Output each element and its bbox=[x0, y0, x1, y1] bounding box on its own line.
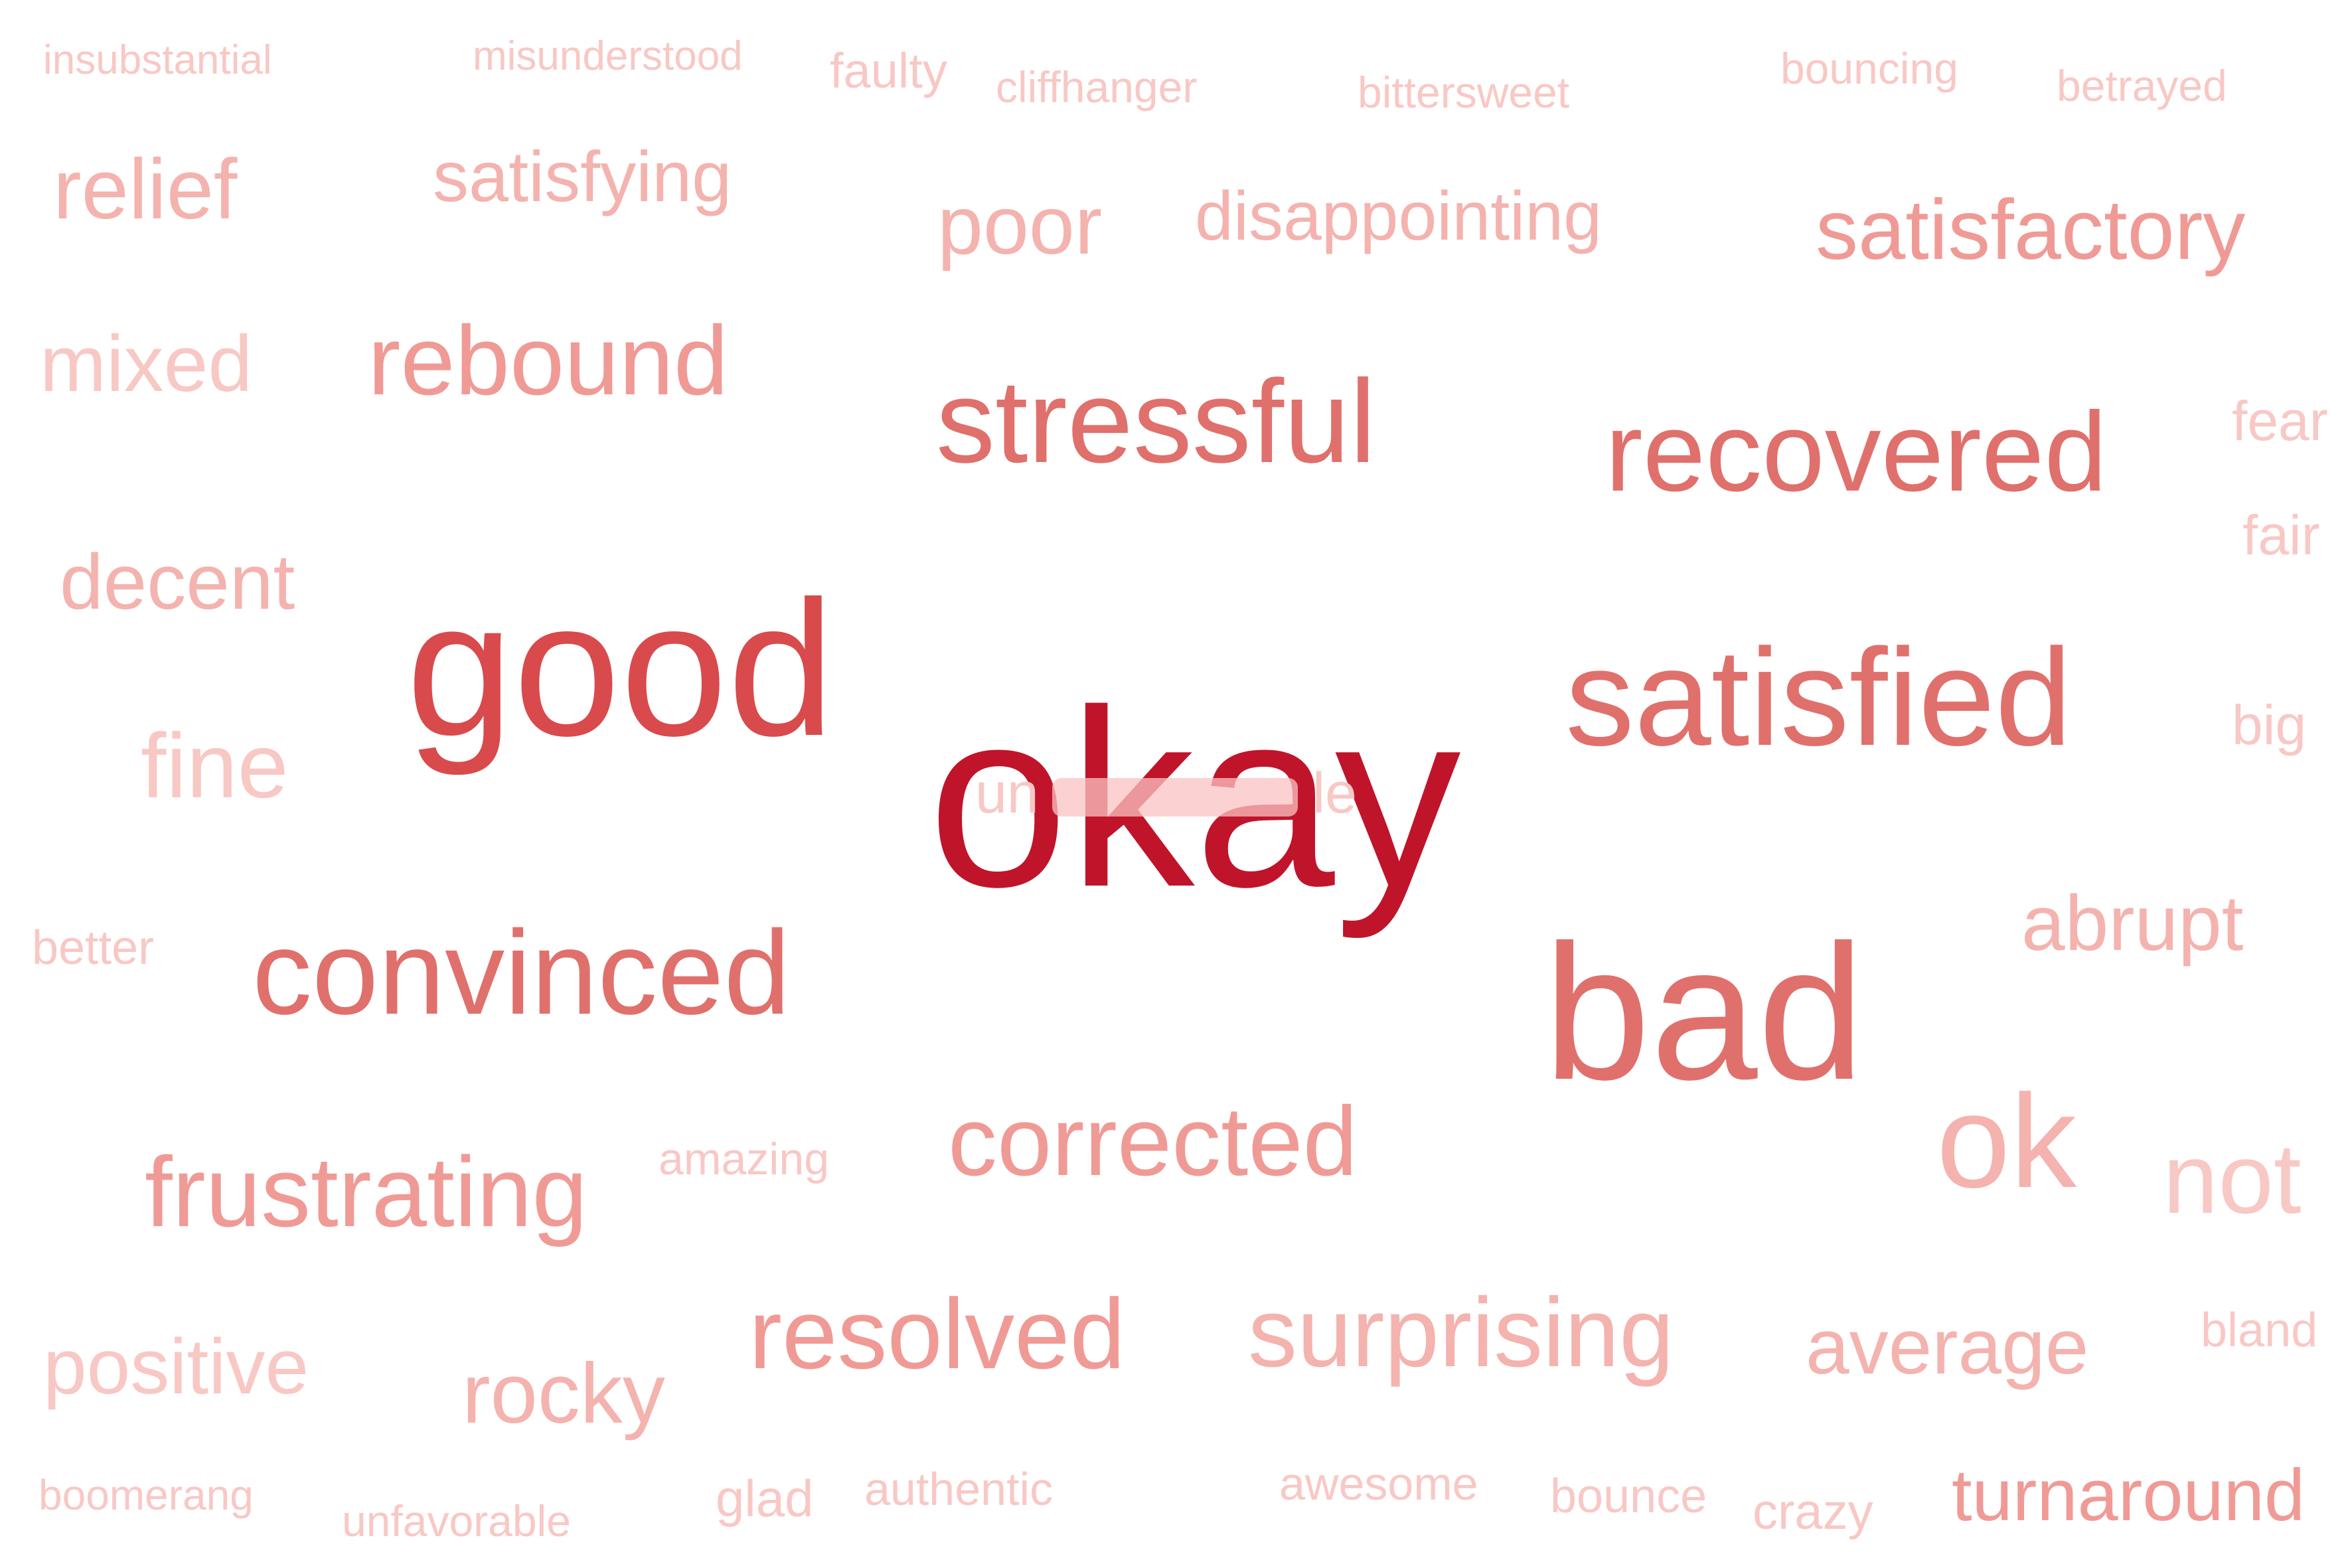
word-unfavorable: unfavorable bbox=[342, 1496, 571, 1545]
word-disappointing: disappointing bbox=[1195, 178, 1602, 255]
word-recovered: recovered bbox=[1605, 389, 2107, 515]
word-bad: bad bbox=[1543, 905, 1865, 1120]
word-fine: fine bbox=[141, 715, 289, 817]
word-mixed: mixed bbox=[40, 319, 253, 408]
word-bittersweet: bittersweet bbox=[1358, 68, 1570, 117]
word-bounce: bounce bbox=[1550, 1470, 1707, 1523]
word-insubstantial: insubstantial bbox=[43, 37, 272, 83]
word-faulty: faulty bbox=[830, 43, 947, 98]
word-frustrating: frustrating bbox=[145, 1136, 588, 1247]
word-decent: decent bbox=[60, 538, 295, 626]
word-poor: poor bbox=[937, 180, 1103, 272]
word-good: good bbox=[406, 561, 835, 776]
word-not: not bbox=[2163, 1123, 2302, 1234]
word-authentic: authentic bbox=[864, 1463, 1054, 1515]
word-satisfactory: satisfactory bbox=[1816, 183, 2246, 277]
word-fear: fear bbox=[2232, 390, 2328, 452]
word-turnaround: turnaround bbox=[1952, 1454, 2306, 1536]
word-abrupt: abrupt bbox=[2021, 880, 2244, 967]
word-bouncing: bouncing bbox=[1780, 44, 1958, 93]
word-better: better bbox=[32, 921, 155, 975]
word-big: big bbox=[2232, 694, 2307, 756]
word-fair: fair bbox=[2242, 504, 2320, 566]
word-rebound: rebound bbox=[368, 306, 729, 416]
word-relief: relief bbox=[53, 142, 238, 237]
word-bland: bland bbox=[2201, 1304, 2318, 1357]
word-satisfying: satisfying bbox=[433, 136, 732, 216]
cluster-smudge bbox=[1052, 778, 1298, 817]
word-resolved: resolved bbox=[749, 1278, 1125, 1389]
word-misunderstood: misunderstood bbox=[473, 33, 743, 79]
word-positive: positive bbox=[43, 1323, 309, 1411]
word-surprising: surprising bbox=[1248, 1278, 1674, 1387]
word-convinced: convinced bbox=[252, 906, 791, 1040]
word-crazy: crazy bbox=[1753, 1484, 1873, 1540]
word-stressful: stressful bbox=[936, 355, 1376, 487]
word-corrected: corrected bbox=[948, 1087, 1358, 1196]
word-rocky: rocky bbox=[462, 1346, 665, 1441]
word-betrayed: betrayed bbox=[2057, 61, 2227, 110]
word-ok: ok bbox=[1936, 1067, 2077, 1215]
word-glad: glad bbox=[716, 1469, 814, 1528]
word-boomerang: boomerang bbox=[39, 1471, 254, 1519]
cluster-fragment-le: le bbox=[1312, 761, 1357, 825]
word-awesome: awesome bbox=[1279, 1458, 1478, 1510]
word-satisfied: satisfied bbox=[1565, 621, 2073, 775]
overlap-cluster: un le bbox=[973, 759, 1384, 826]
word-cliffhanger: cliffhanger bbox=[996, 62, 1198, 112]
word-average: average bbox=[1806, 1303, 2089, 1391]
cluster-fragment-un: un bbox=[975, 761, 1039, 825]
word-amazing: amazing bbox=[659, 1134, 830, 1184]
